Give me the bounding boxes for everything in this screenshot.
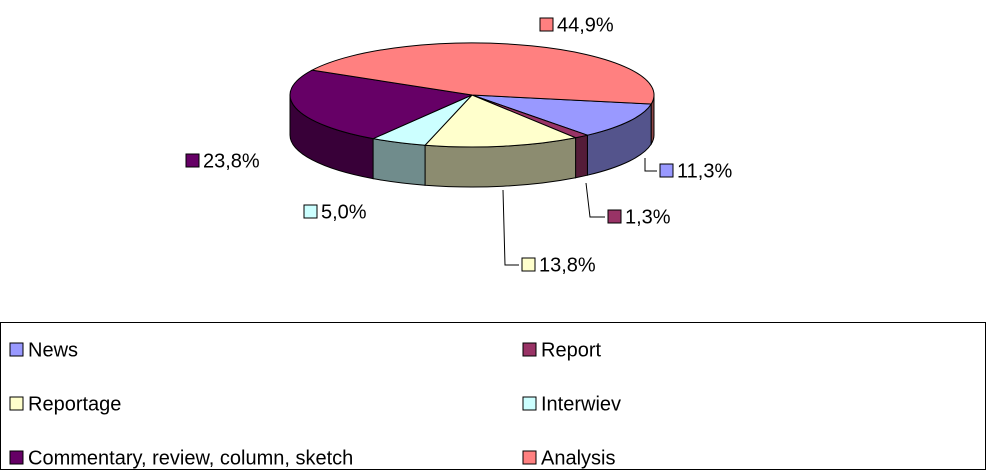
data-label: 44,9% bbox=[557, 14, 614, 36]
slice-side bbox=[575, 134, 588, 179]
label-swatch bbox=[607, 209, 622, 224]
legend-swatch bbox=[9, 396, 24, 411]
legend-swatch bbox=[522, 342, 537, 357]
slice bbox=[289, 69, 474, 140]
legend-box bbox=[0, 322, 986, 470]
data-label: 11,3% bbox=[677, 160, 732, 182]
legend-label: Analysis bbox=[541, 447, 615, 469]
legend-label: Commentary, review, column, sketch bbox=[28, 447, 353, 469]
legend-swatch bbox=[522, 450, 537, 465]
leader-line bbox=[644, 158, 657, 172]
slice bbox=[423, 94, 578, 148]
label-swatch bbox=[539, 17, 554, 32]
slice-side bbox=[372, 138, 426, 186]
leader-lines bbox=[502, 158, 657, 266]
label-swatch bbox=[303, 204, 318, 219]
data-label: 13,8% bbox=[539, 254, 596, 276]
label-swatch bbox=[521, 257, 536, 272]
leader-line bbox=[502, 189, 519, 266]
legend-swatch bbox=[522, 396, 537, 411]
data-label: 23,8% bbox=[203, 150, 260, 172]
label-swatch bbox=[185, 153, 200, 168]
slice bbox=[471, 94, 653, 136]
slice bbox=[310, 42, 655, 105]
data-label: 1,3% bbox=[625, 206, 671, 228]
legend-swatch bbox=[9, 450, 24, 465]
legend-swatch bbox=[9, 342, 24, 357]
leader-line bbox=[585, 182, 605, 218]
label-swatch bbox=[659, 163, 674, 178]
data-label: 5,0% bbox=[321, 201, 367, 223]
legend-label: News bbox=[28, 339, 78, 361]
legend-label: Report bbox=[541, 339, 601, 361]
legend-label: Interwiev bbox=[541, 393, 621, 415]
legend-label: Reportage bbox=[28, 393, 121, 415]
